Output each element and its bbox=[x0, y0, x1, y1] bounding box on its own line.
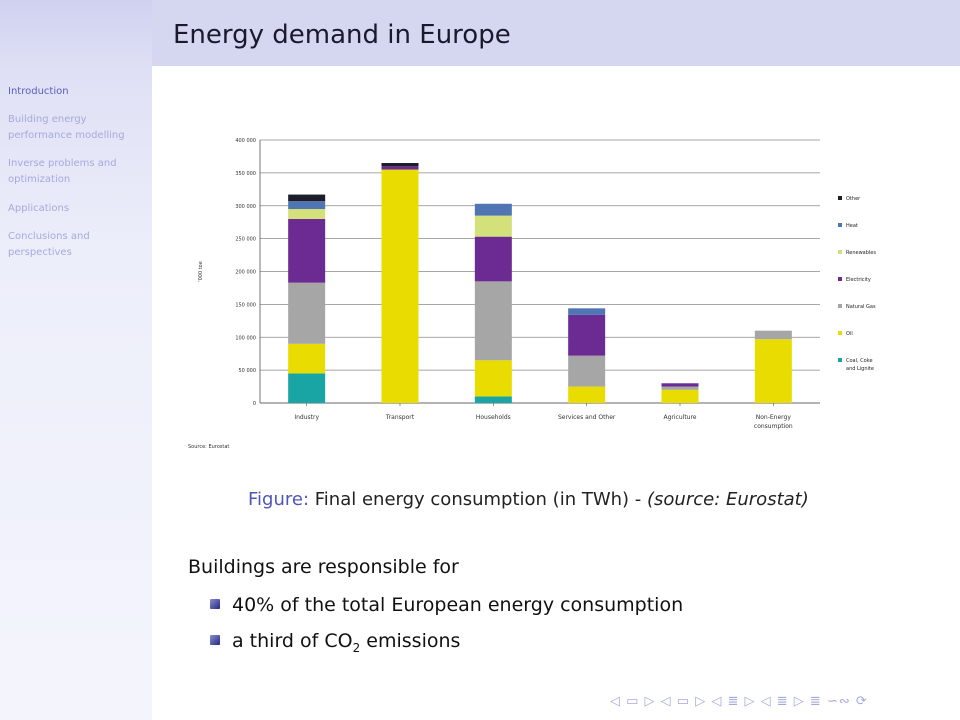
legend-swatch bbox=[838, 277, 842, 281]
y-tick-label: 350 000 bbox=[235, 171, 256, 177]
legend-swatch bbox=[838, 196, 842, 200]
y-tick-label: 150 000 bbox=[235, 302, 256, 308]
legend-label: and Lignite bbox=[846, 366, 874, 372]
bar-segment bbox=[474, 396, 512, 403]
y-tick-label: 300 000 bbox=[235, 204, 256, 210]
sidebar-item-conclusions[interactable]: Conclusions and perspectives bbox=[8, 231, 90, 258]
legend-label: Coal, Coke bbox=[846, 358, 873, 364]
legend-swatch bbox=[838, 358, 842, 362]
legend-label: Natural Gas bbox=[846, 304, 876, 310]
legend-swatch bbox=[838, 304, 842, 308]
sidebar-item-introduction[interactable]: Introduction bbox=[8, 86, 69, 97]
chart-source-note: Source: Eurostat bbox=[188, 444, 229, 450]
x-tick-label: Agriculture bbox=[664, 414, 697, 421]
legend-label: Heat bbox=[846, 223, 858, 229]
bullet-item: a third of CO2 emissions bbox=[210, 630, 460, 655]
x-tick-label: consumption bbox=[754, 423, 793, 430]
legend-swatch bbox=[838, 331, 842, 335]
y-tick-label: 400 000 bbox=[235, 138, 256, 144]
bar-segment bbox=[288, 201, 326, 210]
bar-segment bbox=[661, 386, 699, 390]
bar-segment bbox=[381, 163, 419, 167]
bar-segment bbox=[474, 281, 512, 361]
sidebar-item-modelling[interactable]: Building energy performance modelling bbox=[8, 114, 125, 141]
bar-segment bbox=[754, 339, 792, 403]
figure-source: (source: Eurostat) bbox=[647, 489, 809, 510]
beamer-navigation[interactable]: ◁ ▭ ▷ ◁ ▭ ▷ ◁ ≣ ▷ ◁ ≣ ▷ ≣ ∽∾ ⟳ bbox=[610, 694, 868, 709]
bar-segment bbox=[288, 373, 326, 403]
sidebar: Introduction Building energy performance… bbox=[0, 0, 152, 720]
slide-title: Energy demand in Europe bbox=[173, 20, 511, 50]
bullet-text-post: emissions bbox=[360, 630, 461, 652]
legend-label: Electricity bbox=[846, 277, 871, 283]
bar-segment bbox=[474, 360, 512, 397]
x-tick-label: Industry bbox=[294, 414, 319, 421]
x-tick-label: Services and Other bbox=[558, 414, 616, 421]
figure-label: Figure: bbox=[248, 489, 310, 510]
bar-segment bbox=[474, 236, 512, 282]
bullet-item: 40% of the total European energy consump… bbox=[210, 594, 683, 616]
legend-label: Renewables bbox=[846, 250, 876, 256]
legend-label: Other bbox=[846, 196, 861, 202]
y-tick-label: 100 000 bbox=[235, 335, 256, 341]
y-tick-label: 0 bbox=[253, 401, 256, 407]
bar-segment bbox=[568, 386, 606, 403]
bar-segment bbox=[288, 218, 326, 283]
bar-segment bbox=[568, 308, 606, 315]
bullet-text: 40% of the total European energy consump… bbox=[232, 594, 684, 616]
bar-segment bbox=[288, 194, 326, 202]
legend-swatch bbox=[838, 250, 842, 254]
legend-label: Oil bbox=[846, 331, 853, 337]
bar-segment bbox=[288, 343, 326, 374]
figure-caption: Figure: Final energy consumption (in TWh… bbox=[248, 489, 809, 510]
bullet-text-sub: 2 bbox=[352, 640, 361, 655]
bar-segment bbox=[661, 383, 699, 387]
bar-segment bbox=[381, 166, 419, 170]
y-tick-label: 250 000 bbox=[235, 237, 256, 243]
legend-swatch bbox=[838, 223, 842, 227]
bar-segment bbox=[288, 282, 326, 344]
bar-segment bbox=[474, 215, 512, 237]
bullet-text-pre: a third of CO bbox=[232, 630, 353, 652]
y-axis-label: '000 toe bbox=[198, 261, 204, 282]
bar-segment bbox=[381, 169, 419, 403]
x-tick-label: Non-Energy bbox=[756, 414, 792, 421]
bar-segment bbox=[568, 355, 606, 387]
y-tick-label: 200 000 bbox=[235, 270, 256, 276]
bar-segment bbox=[661, 389, 699, 403]
sidebar-item-inverse-problems[interactable]: Inverse problems and optimization bbox=[8, 158, 117, 185]
y-tick-label: 50 000 bbox=[239, 368, 257, 374]
x-tick-label: Transport bbox=[385, 414, 415, 421]
bullet-icon bbox=[210, 635, 220, 645]
slide-header bbox=[152, 0, 960, 66]
sidebar-item-applications[interactable]: Applications bbox=[8, 203, 70, 214]
bar-segment bbox=[288, 209, 326, 219]
bar-segment bbox=[568, 314, 606, 356]
bar-segment bbox=[474, 203, 512, 216]
figure-text: Final energy consumption (in TWh) - bbox=[314, 489, 642, 510]
bar-segment bbox=[754, 330, 792, 340]
bullet-icon bbox=[210, 599, 220, 609]
x-tick-label: Households bbox=[476, 414, 511, 421]
energy-consumption-chart: 0 50 000 100 000 150 000 200 000 250 000 300 0… bbox=[188, 138, 876, 450]
intro-text: Buildings are responsible for bbox=[188, 556, 459, 578]
